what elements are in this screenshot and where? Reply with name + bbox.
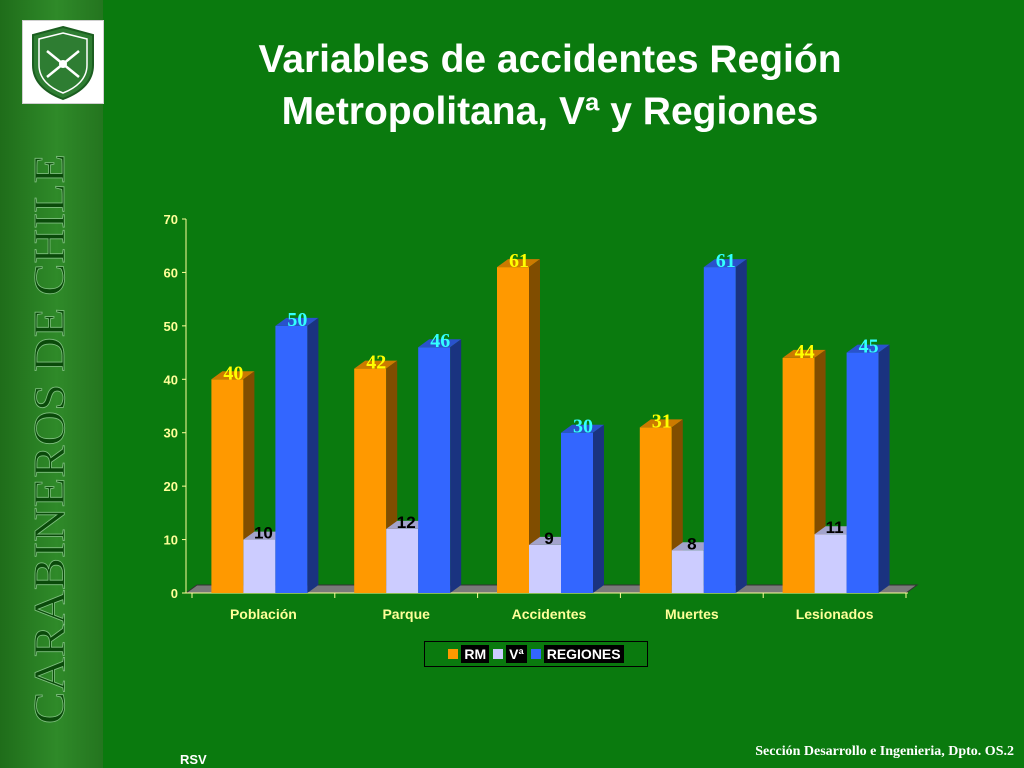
bar-top [561,424,604,433]
bar-front [386,528,419,593]
x-tick-label: Muertes [665,606,719,622]
data-label: 40 [223,362,243,384]
bar [418,339,462,593]
bar-front [703,267,736,593]
legend-swatch-v [493,649,504,659]
legend-item-v: Vª [493,645,527,663]
bar [497,259,540,593]
data-label: 42 [366,352,386,374]
sidebar-vertical-title: CARABINEROS DE CHILE [25,154,75,725]
bar [846,344,890,593]
bar-front [671,550,704,593]
bar-top [703,259,747,268]
x-tick-label: Accidentes [512,606,587,622]
x-tick-label: Población [230,606,297,622]
bar-front [782,357,815,593]
data-label: 50 [287,309,307,331]
footer-author: RSV [180,752,207,767]
y-tick-label: 70 [164,212,178,227]
y-tick-label: 10 [164,533,178,548]
bar-side [735,259,747,593]
bar-front [243,539,276,593]
bar-front [275,325,308,593]
data-label: 61 [716,250,736,272]
bar-side [529,259,540,593]
page-title: Variables de accidentes Región Metropoli… [170,34,930,138]
data-label: 11 [826,518,844,537]
page-title-line2: Metropolitana, Vª y Regiones [281,90,819,133]
bar-top [846,344,890,353]
y-tick-label: 60 [164,265,178,280]
legend-label-rm: RM [461,645,490,663]
data-label: 30 [573,416,593,438]
data-label: 31 [652,410,672,432]
bar-top [497,259,540,268]
data-label: 46 [430,330,450,352]
data-label: 8 [687,534,696,553]
legend-swatch-rm [448,649,459,659]
bar-top [354,360,398,369]
data-label: 44 [795,341,815,363]
bar-side [878,344,890,593]
y-tick-label: 0 [171,586,178,601]
y-tick-label: 30 [164,426,178,441]
bar [561,424,604,593]
bar-front [497,267,529,593]
y-tick-label: 20 [164,479,178,494]
legend-label-v: Vª [506,645,527,663]
page-title-line1: Variables de accidentes Región [258,38,842,81]
x-tick-label: Parque [382,606,430,622]
bar-side [593,424,604,593]
footer-department: Sección Desarrollo e Ingenieria, Dpto. O… [755,744,1014,759]
bar-front [354,368,387,593]
bar [275,317,319,593]
bar-top [418,339,462,348]
bar-front [561,432,593,593]
data-label: 9 [544,529,553,548]
legend-item-rm: RM [448,645,490,663]
bar [211,371,255,593]
data-label: 12 [397,513,416,532]
bar-front [639,427,672,593]
bar-front [846,352,879,593]
bar-front [529,544,561,593]
bar-side [307,317,319,593]
carabineros-logo [22,20,104,104]
data-label: 10 [254,524,273,543]
x-tick-label: Lesionados [796,606,874,622]
legend-swatch-regiones [530,649,541,659]
legend-item-regiones: REGIONES [530,645,624,663]
y-tick-label: 40 [164,372,178,387]
bar-top [211,371,255,380]
bar-side [450,339,462,593]
data-label: 61 [509,250,529,272]
bar-front [418,347,451,593]
sidebar: CARABINEROS DE CHILE [0,0,104,768]
bar [782,349,826,593]
bar-front [814,534,847,593]
bar-top [275,317,319,326]
data-label: 45 [859,336,879,358]
bar [703,259,747,593]
bar-top [639,419,683,428]
y-tick-label: 50 [164,319,178,334]
svg-text:CARABINEROS DE CHILE: CARABINEROS DE CHILE [25,154,74,724]
bar-front [211,379,244,593]
chart-legend: RM Vª REGIONES [424,641,648,667]
bar-top [782,349,826,358]
legend-label-regiones: REGIONES [543,645,624,663]
